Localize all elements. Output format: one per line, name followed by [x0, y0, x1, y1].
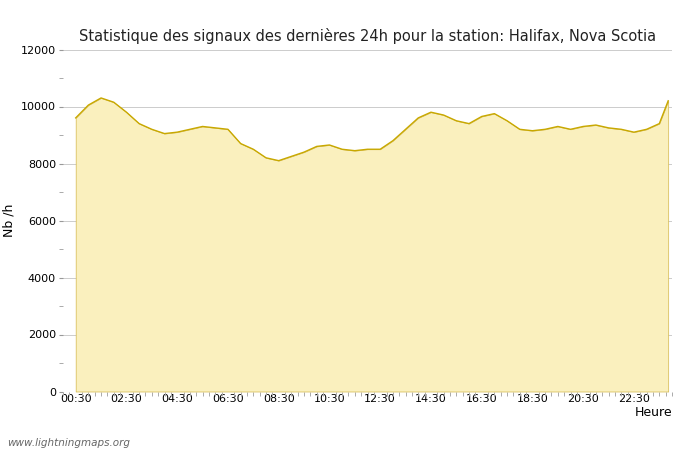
- Text: www.lightningmaps.org: www.lightningmaps.org: [7, 438, 130, 448]
- X-axis label: Heure: Heure: [634, 405, 672, 418]
- Legend: Moyenne des signaux par station, Signaux de Halifax, Nova Scotia: Moyenne des signaux par station, Signaux…: [128, 446, 607, 450]
- Title: Statistique des signaux des dernières 24h pour la station: Halifax, Nova Scotia: Statistique des signaux des dernières 24…: [79, 28, 656, 44]
- Y-axis label: Nb /h: Nb /h: [2, 204, 15, 237]
